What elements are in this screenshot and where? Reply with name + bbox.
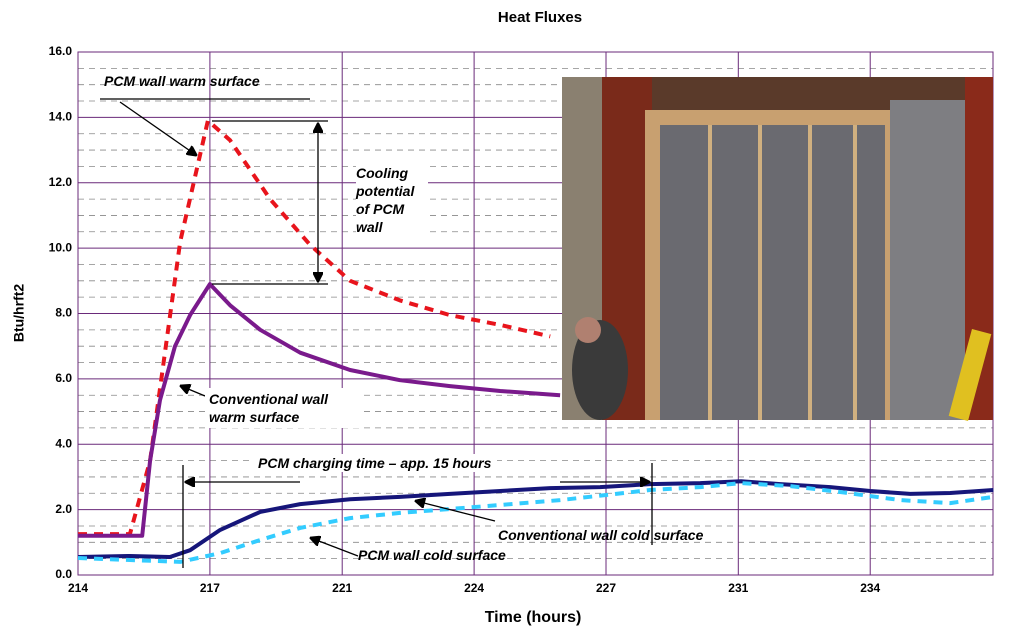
series-line [77, 479, 994, 559]
y-tick-label: 0.0 [55, 567, 72, 581]
photo-person [572, 320, 628, 420]
annotation: Conventional wall warm surface [205, 388, 363, 428]
x-tick-label: 234 [860, 581, 880, 595]
annotation: Conventional wall cold surface [498, 527, 704, 543]
photo-ladder [948, 328, 992, 422]
y-tick-label: 16.0 [49, 44, 73, 58]
series-line [78, 118, 551, 537]
photo [562, 77, 993, 422]
series-line [78, 282, 561, 538]
annotation-arrow [416, 501, 496, 522]
y-tick-label: 2.0 [55, 502, 72, 516]
chart-title: Heat Fluxes [498, 9, 582, 26]
y-tick-label: 4.0 [55, 436, 72, 450]
y-tick-label: 8.0 [55, 306, 72, 320]
x-tick-label: 227 [596, 581, 616, 595]
y-tick-label: 12.0 [49, 175, 73, 189]
x-axis-label: Time (hours) [485, 609, 582, 626]
photo-person-head [575, 317, 601, 343]
x-tick-label: 214 [68, 581, 88, 595]
annotation: PCM wall cold surface [358, 547, 506, 563]
y-tick-label: 6.0 [55, 371, 72, 385]
y-tick-label: 14.0 [49, 110, 73, 124]
series-line [77, 481, 994, 564]
annotation: Cooling potential of PCM wall [356, 164, 428, 236]
annotation-arrow [119, 101, 196, 155]
annotation: PCM charging time – app. 15 hours [252, 454, 498, 472]
series-group [77, 118, 994, 564]
annotation-arrow [181, 386, 206, 397]
annotation-arrow [311, 538, 359, 557]
x-tick-label: 221 [332, 581, 352, 595]
y-axis-label: Btu/hrft2 [11, 284, 27, 343]
x-tick-label: 217 [200, 581, 220, 595]
annotation-lines [100, 98, 653, 568]
x-tick-label: 231 [728, 581, 748, 595]
y-tick-label: 10.0 [49, 240, 73, 254]
photo-panel [660, 125, 885, 420]
photo-right-panel [890, 100, 965, 420]
annotation: PCM wall warm surface [104, 73, 260, 89]
x-tick-label: 224 [464, 581, 484, 595]
photo-studs [708, 125, 857, 420]
